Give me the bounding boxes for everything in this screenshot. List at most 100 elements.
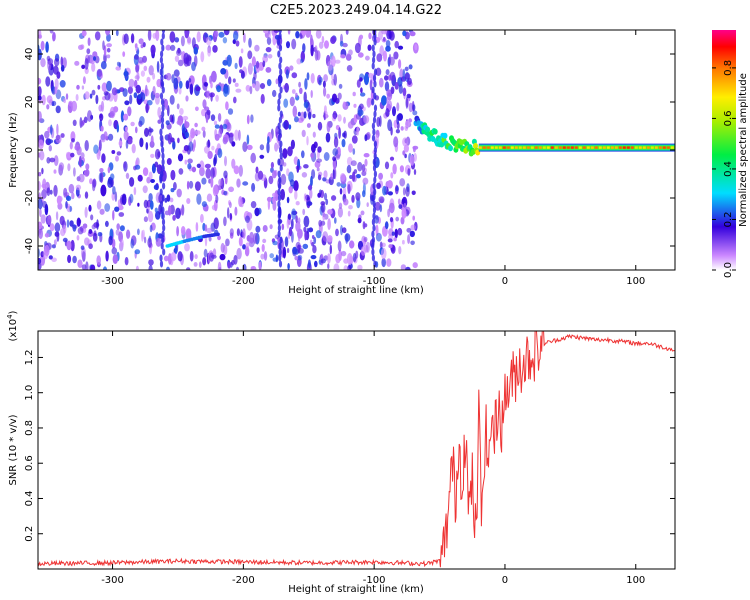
noise-blob xyxy=(46,157,51,164)
noise-blob xyxy=(261,244,265,252)
noise-blob xyxy=(130,238,135,249)
noise-blob xyxy=(211,145,215,151)
noise-blob xyxy=(410,224,416,231)
noise-blob xyxy=(303,164,309,169)
noise-blob xyxy=(203,82,209,87)
noise-blob xyxy=(215,94,219,102)
noise-blob xyxy=(405,266,411,270)
noise-blob xyxy=(262,225,268,232)
noise-blob xyxy=(236,247,242,260)
noise-blob xyxy=(44,233,50,238)
snr-panel: -300 -200 -100 0 100 0.2 0.4 0.6 0.8 1.0 1.2 Heigh… xyxy=(6,310,676,595)
noise-blob xyxy=(188,135,193,143)
noise-blob xyxy=(177,153,184,162)
noise-blob xyxy=(196,31,201,43)
streak-blob xyxy=(277,98,281,106)
noise-blob xyxy=(146,76,151,83)
noise-blob xyxy=(251,182,256,192)
colorbar-label: Normalized spectral amplitude xyxy=(738,73,749,227)
noise-blob xyxy=(262,238,267,244)
noise-blob xyxy=(46,104,50,110)
noise-blob xyxy=(310,73,315,84)
noise-blob xyxy=(339,188,343,195)
noise-blob xyxy=(195,222,199,232)
noise-blob xyxy=(210,114,216,122)
noise-blob xyxy=(300,58,304,64)
noise-blob xyxy=(131,143,136,154)
carrier-core xyxy=(522,146,526,149)
carrier-core xyxy=(514,146,518,149)
noise-blob xyxy=(296,165,300,173)
streak-blob xyxy=(372,164,377,172)
noise-blob xyxy=(307,184,313,191)
noise-blob xyxy=(288,226,293,237)
noise-blob xyxy=(120,238,124,248)
streak-blob xyxy=(278,30,282,34)
signal-blob xyxy=(448,145,453,152)
noise-blob xyxy=(374,201,381,211)
noise-blob xyxy=(396,102,400,112)
noise-blob xyxy=(188,180,194,189)
noise-blob xyxy=(269,253,275,259)
streak-blob xyxy=(162,248,166,256)
y-tick-label: 0.2 xyxy=(24,526,35,542)
noise-blob xyxy=(258,261,262,270)
colorbar-axis: 0.0 0.2 0.4 0.6 0.8 xyxy=(712,60,736,278)
noise-blob xyxy=(52,32,56,42)
noise-blob xyxy=(248,37,252,48)
signal-blob xyxy=(425,126,431,133)
noise-blob xyxy=(99,113,104,122)
noise-blob xyxy=(295,201,300,206)
noise-blob xyxy=(357,161,363,172)
noise-blob xyxy=(365,55,370,61)
noise-blob xyxy=(200,213,204,223)
noise-blob xyxy=(40,58,46,68)
noise-blob xyxy=(143,236,147,244)
noise-blob xyxy=(71,100,78,112)
noise-blob xyxy=(135,265,139,270)
noise-blob xyxy=(389,217,394,223)
noise-blob xyxy=(414,43,418,51)
noise-blob xyxy=(107,178,113,188)
streak-blob xyxy=(160,122,165,130)
noise-blob xyxy=(301,150,305,159)
noise-blob xyxy=(48,145,52,152)
noise-blob xyxy=(207,150,213,160)
streak-blob xyxy=(160,80,165,88)
noise-blob xyxy=(67,254,72,264)
noise-blob xyxy=(320,258,326,264)
noise-blob xyxy=(62,237,68,243)
noise-blob xyxy=(247,50,253,60)
noise-blob xyxy=(387,208,390,218)
noise-blob xyxy=(100,60,107,70)
noise-blob xyxy=(286,41,290,49)
noise-blob xyxy=(383,50,387,62)
noise-blob xyxy=(142,55,147,63)
noise-blob xyxy=(53,184,58,197)
noise-blob xyxy=(364,134,368,142)
noise-blob xyxy=(343,198,349,206)
noise-blob xyxy=(210,254,217,259)
noise-blob xyxy=(81,30,87,37)
noise-blob xyxy=(178,168,184,175)
carrier-core xyxy=(642,146,646,149)
noise-blob xyxy=(402,150,406,156)
carrier-core xyxy=(510,146,514,149)
noise-blob xyxy=(218,178,223,187)
noise-blob xyxy=(208,236,212,242)
noise-blob xyxy=(369,79,373,91)
noise-blob xyxy=(70,152,75,158)
noise-blob xyxy=(409,230,415,238)
noise-blob xyxy=(71,192,75,200)
noise-blob xyxy=(88,204,92,212)
carrier-core xyxy=(542,146,546,149)
noise-blob xyxy=(268,175,274,185)
noise-blob xyxy=(116,151,122,156)
noise-blob xyxy=(206,227,213,234)
noise-blob xyxy=(340,250,347,257)
noise-blob xyxy=(238,164,243,177)
noise-blob xyxy=(247,62,253,75)
noise-blob xyxy=(95,94,99,105)
streak-blob xyxy=(277,200,281,208)
noise-blob xyxy=(137,94,142,100)
